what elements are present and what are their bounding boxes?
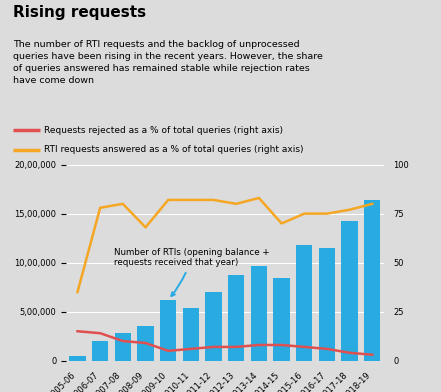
- Bar: [69, 356, 86, 361]
- Bar: [115, 333, 131, 361]
- Text: Requests rejected as a % of total queries (right axis): Requests rejected as a % of total querie…: [44, 125, 283, 134]
- Bar: [206, 292, 222, 361]
- Bar: [183, 308, 199, 361]
- Bar: [251, 266, 267, 361]
- Bar: [137, 326, 154, 361]
- Bar: [296, 245, 313, 361]
- Bar: [341, 221, 358, 361]
- Bar: [228, 276, 244, 361]
- Text: RTI requests answered as a % of total queries (right axis): RTI requests answered as a % of total qu…: [44, 145, 303, 154]
- Bar: [364, 200, 381, 361]
- Text: Rising requests: Rising requests: [13, 5, 146, 20]
- Text: The number of RTI requests and the backlog of unprocessed
queries have been risi: The number of RTI requests and the backl…: [13, 40, 323, 85]
- Text: Number of RTIs (opening balance +
requests received that year): Number of RTIs (opening balance + reques…: [114, 248, 269, 296]
- Bar: [92, 341, 108, 361]
- Bar: [319, 248, 335, 361]
- Bar: [160, 300, 176, 361]
- Bar: [273, 278, 290, 361]
